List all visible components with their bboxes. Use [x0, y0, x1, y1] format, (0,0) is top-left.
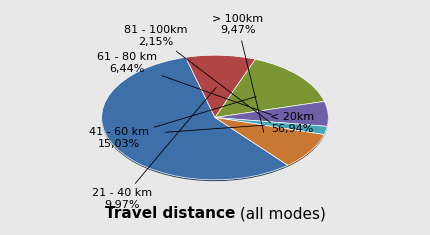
Text: 81 - 100km
2,15%: 81 - 100km 2,15%	[124, 25, 270, 123]
Wedge shape	[186, 55, 255, 118]
Wedge shape	[101, 59, 288, 181]
Wedge shape	[186, 56, 255, 119]
Text: (all modes): (all modes)	[235, 206, 326, 221]
Wedge shape	[215, 59, 325, 118]
Text: > 100km
9,47%: > 100km 9,47%	[212, 14, 264, 133]
Wedge shape	[215, 118, 324, 165]
Text: Travel distance: Travel distance	[105, 206, 235, 221]
Text: < 20km
56,94%: < 20km 56,94%	[166, 112, 314, 134]
Text: 21 - 40 km
9,97%: 21 - 40 km 9,97%	[92, 87, 216, 210]
Wedge shape	[215, 118, 327, 135]
Wedge shape	[215, 61, 325, 119]
Wedge shape	[215, 119, 324, 167]
Text: 61 - 80 km
6,44%: 61 - 80 km 6,44%	[97, 52, 271, 115]
Wedge shape	[101, 57, 288, 180]
Wedge shape	[215, 103, 329, 128]
Wedge shape	[215, 119, 327, 136]
Text: 41 - 60 km
15,03%: 41 - 60 km 15,03%	[89, 97, 256, 149]
Wedge shape	[215, 101, 329, 126]
